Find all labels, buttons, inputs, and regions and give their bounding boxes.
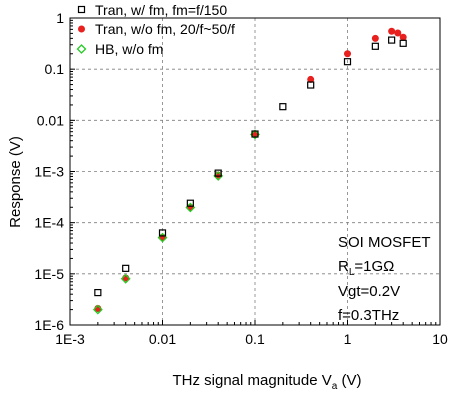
data-point-tran-with-fm [158, 229, 167, 237]
y-tick-label: 0.01 [37, 112, 64, 128]
data-point-tran-without-fm [388, 27, 396, 35]
y-tick-label: 1E-5 [34, 266, 64, 282]
data-point-tran-with-fm [186, 199, 194, 207]
legend-entry-tran-with-fm: Tran, w/ fm, fm=f/150 [77, 2, 227, 18]
legend-label: HB, w/o fm [95, 41, 163, 57]
data-point-tran-with-fm [371, 42, 379, 50]
legend-label: Tran, w/ fm, fm=f/150 [95, 2, 227, 18]
y-tick-label: 1E-3 [34, 164, 64, 180]
y-tick-label: 0.1 [45, 61, 65, 77]
legend-marker-filled-circle [78, 25, 85, 33]
annotation-device: SOI MOSFET [338, 234, 431, 251]
data-point-tran-without-fm [399, 33, 407, 41]
annotation-frequency: f=0.3THz [338, 307, 399, 324]
x-tick-label: 1 [344, 331, 352, 347]
legend-entry-hb-without-fm: HB, w/o fm [76, 41, 163, 57]
x-tick-label: 1E-3 [55, 331, 85, 347]
annotation-load-resistance: RL=1GΩ [338, 258, 394, 278]
data-points [92, 27, 407, 315]
axis-ticks: 1E-3 0.01 0.1 1 10 1E-6 1E-5 1E-4 1E-3 0.01 0.1 1 [34, 10, 448, 347]
legend-entry-tran-without-fm: Tran, w/o fm, 20/f~50/f [78, 21, 235, 37]
data-point-tran-with-fm [279, 103, 287, 111]
data-point-tran-with-fm [214, 169, 222, 177]
data-point-tran-with-fm [94, 288, 102, 297]
data-point-tran-with-fm [343, 58, 352, 66]
data-point-tran-with-fm [122, 264, 130, 272]
legend: Tran, w/ fm, fm=f/150 Tran, w/o fm, 20/f… [76, 2, 235, 57]
x-tick-label: 0.1 [245, 331, 265, 347]
data-point-tran-with-fm [388, 36, 396, 44]
y-tick-label: 1 [56, 10, 64, 26]
data-point-tran-with-fm [251, 130, 259, 138]
annotation-gate-voltage: Vgt=0.2V [338, 283, 400, 300]
x-axis-title: THz signal magnitude Va (V) [173, 372, 362, 392]
grid-lines [70, 18, 440, 325]
legend-marker-open-diamond [76, 44, 87, 54]
data-point-tran-without-fm [307, 75, 315, 83]
device-annotation: SOI MOSFET RL=1GΩ Vgt=0.2V f=0.3THz [338, 234, 431, 324]
y-axis-title: Response (V) [7, 136, 24, 228]
data-point-hb-without-fm [120, 273, 131, 284]
data-point-tran-with-fm [399, 39, 407, 47]
data-point-tran-without-fm [371, 34, 379, 42]
y-tick-label: 1E-4 [34, 215, 64, 231]
y-tick-label: 1E-6 [34, 317, 64, 333]
x-tick-label: 0.01 [149, 331, 176, 347]
data-point-tran-with-fm [307, 81, 315, 89]
data-point-hb-without-fm [92, 304, 103, 315]
legend-label: Tran, w/o fm, 20/f~50/f [95, 21, 235, 37]
legend-marker-open-square [77, 5, 86, 14]
data-point-tran-without-fm [394, 29, 402, 37]
x-tick-label: 10 [432, 331, 448, 347]
data-point-tran-without-fm [344, 50, 351, 58]
